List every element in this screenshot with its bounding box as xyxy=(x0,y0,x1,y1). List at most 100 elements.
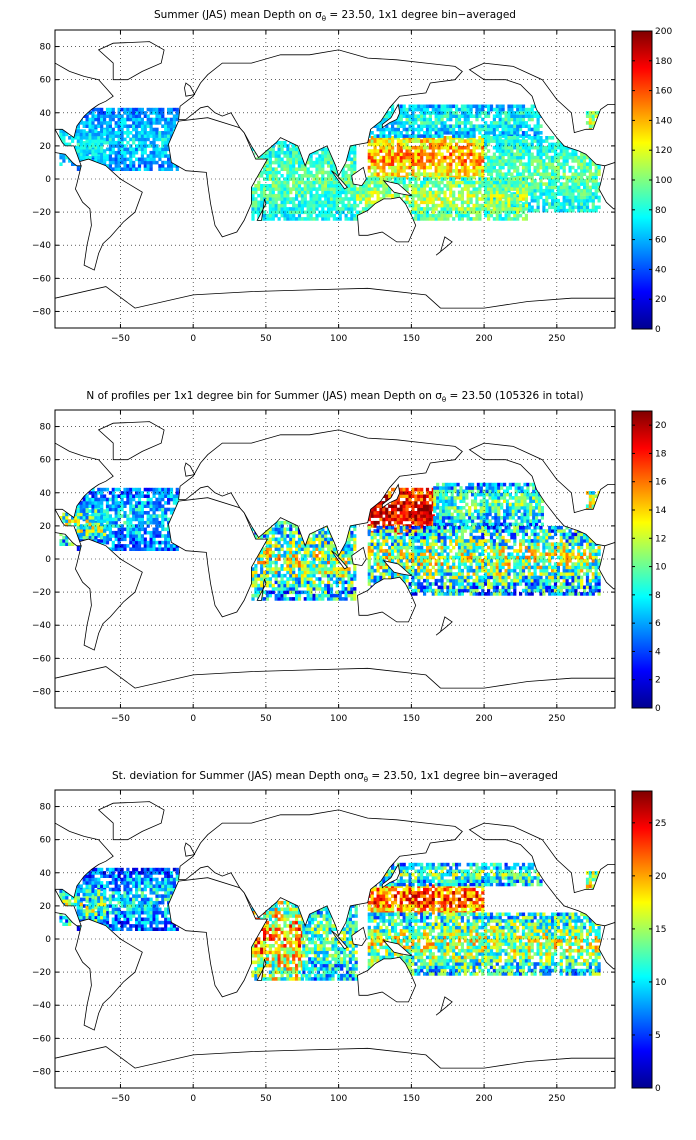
data-cell xyxy=(565,175,569,180)
data-cell xyxy=(271,147,275,152)
data-cell xyxy=(457,169,462,173)
data-cell xyxy=(327,157,331,162)
data-cell xyxy=(565,195,569,200)
data-cell xyxy=(551,159,555,163)
data-cell xyxy=(59,155,63,160)
data-cell xyxy=(85,532,89,537)
data-cell xyxy=(519,180,523,185)
data-cell xyxy=(274,580,278,585)
data-cell xyxy=(420,159,424,163)
colorbar-tick-label: 40 xyxy=(655,265,667,275)
data-cell xyxy=(385,159,389,163)
data-cell xyxy=(524,193,528,198)
data-cell xyxy=(472,155,476,160)
data-cell xyxy=(405,131,409,135)
data-cell xyxy=(132,527,136,532)
data-cell xyxy=(577,205,581,210)
data-cell xyxy=(251,210,255,215)
data-cell xyxy=(79,525,83,530)
data-cell xyxy=(79,532,83,537)
data-cell xyxy=(123,487,127,492)
data-cell xyxy=(542,162,546,166)
data-cell xyxy=(300,570,304,575)
data-cell xyxy=(306,587,310,591)
data-cell xyxy=(143,147,147,152)
data-cell xyxy=(260,587,264,591)
data-cell xyxy=(172,127,176,132)
data-cell xyxy=(463,134,467,138)
data-cell xyxy=(94,509,98,513)
data-cell xyxy=(527,114,531,118)
data-cell xyxy=(140,494,144,498)
data-cell xyxy=(585,114,590,118)
data-cell xyxy=(583,172,587,176)
data-cell xyxy=(292,530,296,535)
data-cell xyxy=(440,152,444,157)
data-cell xyxy=(440,107,444,112)
data-cell xyxy=(530,111,534,115)
data-cell xyxy=(417,213,421,218)
data-cell xyxy=(420,104,424,109)
data-cell xyxy=(487,190,491,195)
data-cell xyxy=(367,200,371,205)
data-cell xyxy=(271,187,275,191)
data-cell xyxy=(76,534,80,538)
data-cell xyxy=(568,195,572,200)
data-cell xyxy=(469,180,473,185)
data-cell xyxy=(143,504,147,508)
data-cell xyxy=(82,504,86,508)
data-cell xyxy=(129,501,133,505)
data-cell xyxy=(117,534,121,538)
data-cell xyxy=(568,192,572,196)
data-cell xyxy=(149,547,153,551)
data-cell xyxy=(568,155,572,160)
data-cell xyxy=(135,494,139,498)
data-cell xyxy=(521,155,526,160)
data-cell xyxy=(100,535,104,540)
data-cell xyxy=(553,159,558,163)
data-cell xyxy=(548,159,552,163)
data-cell xyxy=(97,111,101,115)
data-cell xyxy=(591,175,595,180)
data-cell xyxy=(373,134,377,138)
data-cell xyxy=(149,497,153,502)
data-cell xyxy=(443,177,447,181)
data-cell xyxy=(251,217,255,221)
data-cell xyxy=(484,131,488,135)
data-cell xyxy=(350,164,354,168)
data-cell xyxy=(292,197,296,201)
data-cell xyxy=(149,164,153,168)
data-cell xyxy=(521,193,526,198)
data-cell xyxy=(446,175,450,180)
data-cell xyxy=(108,164,112,168)
data-cell xyxy=(510,217,514,221)
data-cell xyxy=(263,597,267,601)
data-cell xyxy=(126,147,130,152)
data-cell xyxy=(88,525,92,530)
data-cell xyxy=(577,179,581,183)
data-cell xyxy=(414,207,418,211)
data-cell xyxy=(440,111,444,115)
data-cell xyxy=(62,132,66,137)
data-cell xyxy=(574,175,578,180)
data-cell xyxy=(280,580,284,585)
data-cell xyxy=(126,534,130,538)
data-cell xyxy=(591,121,595,125)
data-cell xyxy=(300,187,304,191)
data-cell xyxy=(379,134,383,138)
data-cell xyxy=(321,184,325,188)
data-cell xyxy=(487,207,491,211)
data-cell xyxy=(431,152,435,157)
data-cell xyxy=(265,213,270,218)
data-cell xyxy=(364,180,368,185)
data-cell xyxy=(132,517,136,522)
data-cell xyxy=(111,117,115,122)
data-cell xyxy=(411,172,415,176)
data-cell xyxy=(452,184,456,188)
data-cell xyxy=(516,172,520,176)
data-cell xyxy=(565,152,569,157)
data-cell xyxy=(143,540,147,545)
data-cell xyxy=(292,187,296,191)
data-cell xyxy=(385,134,389,138)
data-cell xyxy=(149,167,153,171)
